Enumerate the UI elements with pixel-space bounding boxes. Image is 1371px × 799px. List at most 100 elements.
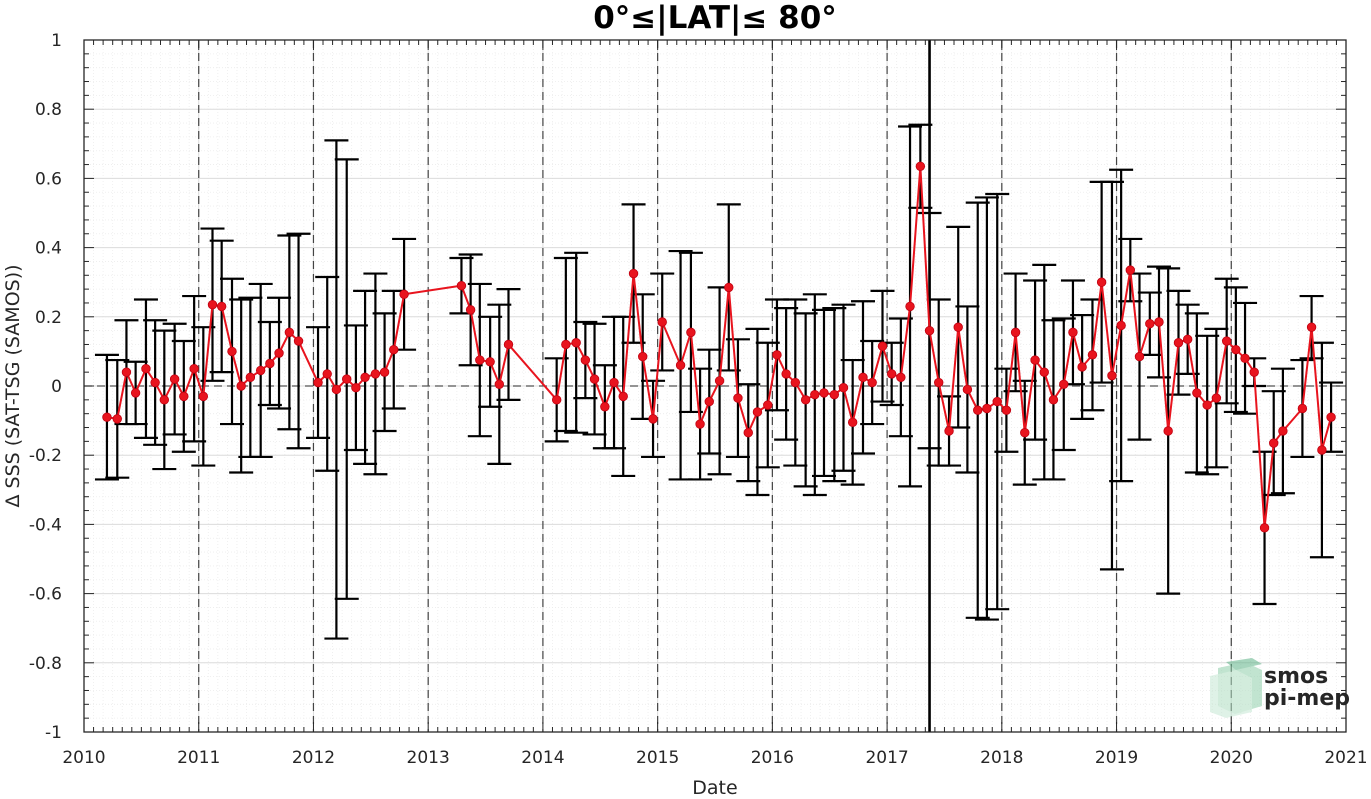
data-points [102,161,1336,533]
data-point [905,301,915,312]
data-point [953,322,963,332]
x-tick-label: 2016 [751,748,794,768]
data-point [819,388,829,398]
data-point [503,339,514,350]
data-point [847,417,858,428]
data-point [589,374,600,384]
data-point [992,396,1002,407]
data-point [858,372,868,383]
x-tick-label: 2017 [865,748,908,768]
x-tick-label: 2011 [177,748,220,768]
data-point [370,369,381,379]
data-point [896,372,906,383]
y-tick-labels: -1 -0.8 -0.6 -0.4 -0.2 0 0.2 0.4 0.6 0.8 1 [29,31,62,743]
data-point [351,383,361,393]
plot-frame [83,39,1347,733]
data-point [982,403,992,414]
data-point [313,377,323,388]
data-point [1059,379,1069,389]
data-point [1077,362,1087,372]
x-tick-label: 2019 [1095,748,1138,768]
data-point [618,391,628,402]
data-point [571,338,581,348]
data-point [1134,351,1145,362]
axis-ticks [83,39,1347,733]
data-point [763,400,773,410]
data-point [704,396,714,407]
data-point [1039,367,1049,377]
data-point [1326,412,1336,422]
data-point [465,305,476,315]
data-point [1154,317,1164,327]
data-point [456,280,467,291]
data-point [1278,426,1288,436]
data-point [1231,344,1241,355]
data-point [1030,355,1040,365]
data-point [1068,327,1078,338]
data-point [686,327,696,338]
data-point [1163,426,1173,436]
data-point [915,161,926,171]
data-point [1259,523,1270,533]
logo-line2: pi-mep [1264,686,1350,711]
y-tick-label: -0.4 [29,515,62,535]
data-point [1107,370,1117,381]
data-point [609,377,619,388]
data-point [1125,265,1136,275]
data-point [580,355,591,365]
data-point [141,364,151,374]
data-point [169,374,180,384]
data-point [342,374,352,384]
data-point [1010,327,1021,338]
data-point [675,360,686,370]
data-point [159,395,170,405]
data-point [1087,350,1098,360]
data-point [1048,395,1059,405]
data-point [485,357,495,367]
x-tick-label: 2021 [1324,748,1367,768]
data-point [236,381,246,391]
data-point [1001,405,1012,415]
data-point [1317,445,1327,455]
data-point [150,377,160,388]
data-point [695,419,705,429]
data-point [1249,367,1259,377]
y-tick-label: 0.2 [35,308,62,328]
y-tick-label: -0.8 [29,654,62,674]
chart-title: 0°≤|LAT|≤ 80° [593,0,837,36]
y-axis-label: Δ SSS (SAT-TSG (SAMOS)) [2,264,24,507]
data-point [1306,322,1317,332]
data-point [112,414,122,424]
data-point [1211,393,1222,403]
data-point [1182,334,1193,344]
x-axis-label: Date [692,777,737,799]
data-point [944,426,954,436]
y-tick-label: 1 [51,31,62,51]
data-point [1116,320,1126,331]
data-point [1240,353,1250,364]
data-point [628,268,639,279]
logo-cube-icon [1210,658,1262,718]
x-tick-label: 2010 [62,748,105,768]
x-tick-label: 2020 [1210,748,1253,768]
y-tick-label: 0.6 [35,169,62,189]
data-point [360,372,370,383]
data-point [714,376,725,386]
data-point [772,350,782,360]
data-point [551,395,562,405]
data-point [130,388,141,398]
data-point [245,372,256,383]
data-point [322,369,332,379]
data-point [962,384,973,395]
data-point [284,327,295,338]
data-point [1221,336,1232,346]
x-tick-label: 2013 [407,748,450,768]
data-point [189,364,199,374]
data-point [1269,438,1279,448]
x-tick-labels: 2010 2011 2012 2013 2014 2015 2016 2017 2018 2019… [62,748,1367,768]
data-point [265,358,275,369]
data-point [293,336,304,346]
data-point [1297,403,1308,414]
data-point [389,344,399,355]
